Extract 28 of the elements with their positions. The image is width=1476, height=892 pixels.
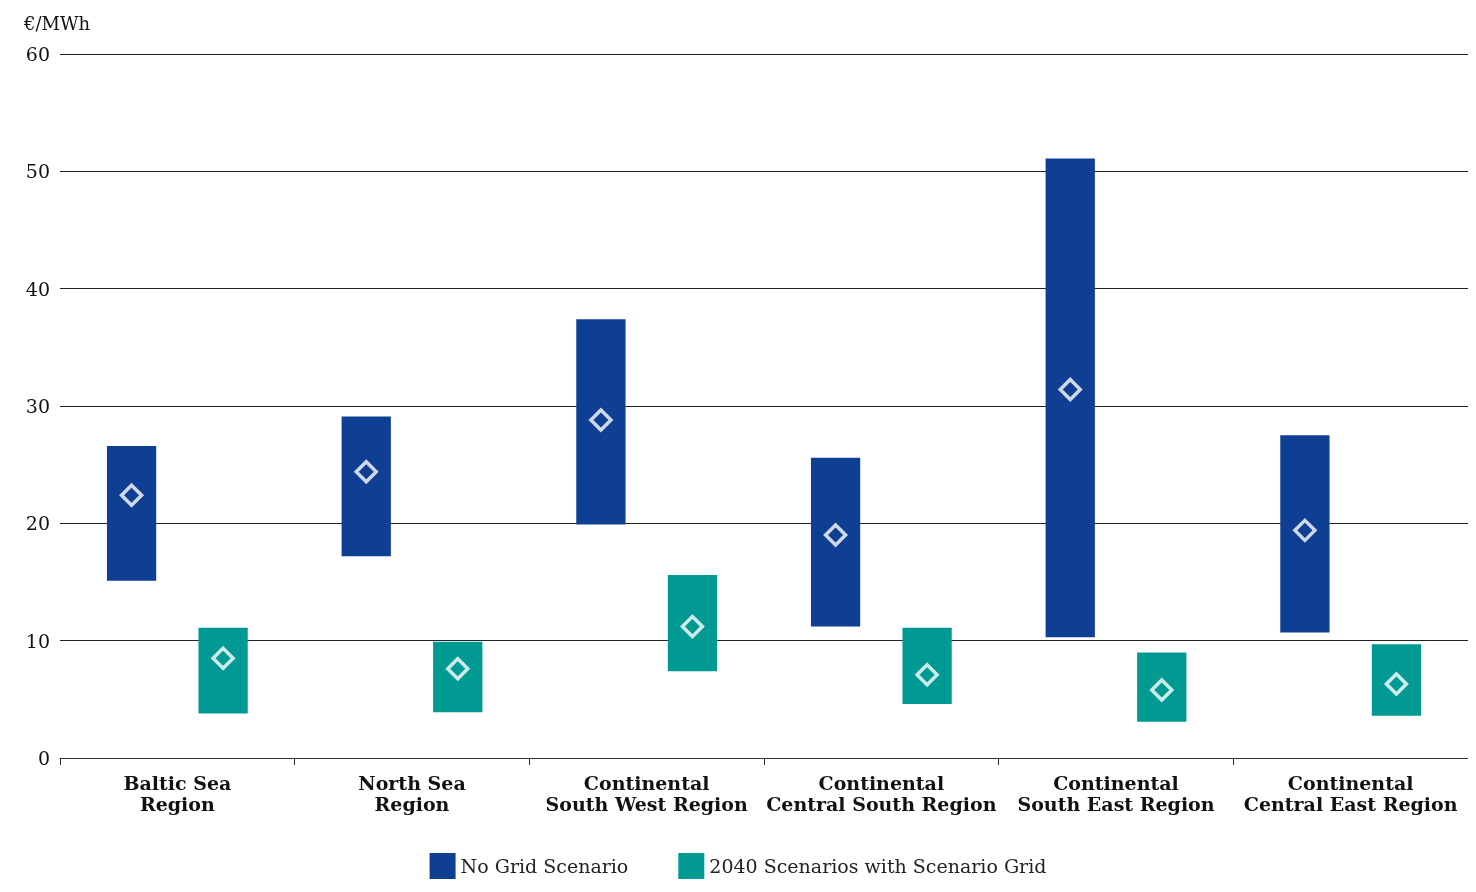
- x-tick-label: Baltic Sea Region: [123, 771, 232, 815]
- legend-label: 2040 Scenarios with Scenario Grid: [709, 855, 1047, 877]
- bar: [1137, 652, 1187, 722]
- bar: [576, 319, 626, 525]
- y-tick-label: 60: [25, 43, 50, 65]
- bar: [1371, 644, 1422, 716]
- x-tick-label: Continental South East Region: [1017, 771, 1215, 815]
- x-tick-label: North Sea Region: [358, 771, 466, 815]
- y-tick-label: 20: [25, 512, 50, 535]
- bar: [433, 641, 483, 713]
- y-tick-label: 10: [25, 629, 50, 652]
- bar: [341, 416, 391, 557]
- bar: [198, 627, 248, 714]
- bar: [1045, 158, 1095, 638]
- bar: [106, 445, 157, 581]
- bar: [1280, 435, 1330, 633]
- y-tick-label: 50: [25, 160, 50, 183]
- bar: [667, 574, 718, 672]
- y-tick-label: 30: [25, 395, 50, 417]
- x-tick-label: Continental Central South Region: [766, 771, 997, 815]
- y-axis-title: €/MWh: [22, 12, 91, 34]
- bar: [810, 457, 861, 627]
- y-tick-label: 40: [25, 277, 50, 300]
- x-tick-label: Continental South West Region: [545, 771, 748, 815]
- y-tick-label: 0: [37, 747, 50, 769]
- x-tick-label: Continental Central East Region: [1243, 771, 1458, 815]
- bar: [902, 627, 952, 705]
- legend-label: No Grid Scenario: [460, 855, 629, 877]
